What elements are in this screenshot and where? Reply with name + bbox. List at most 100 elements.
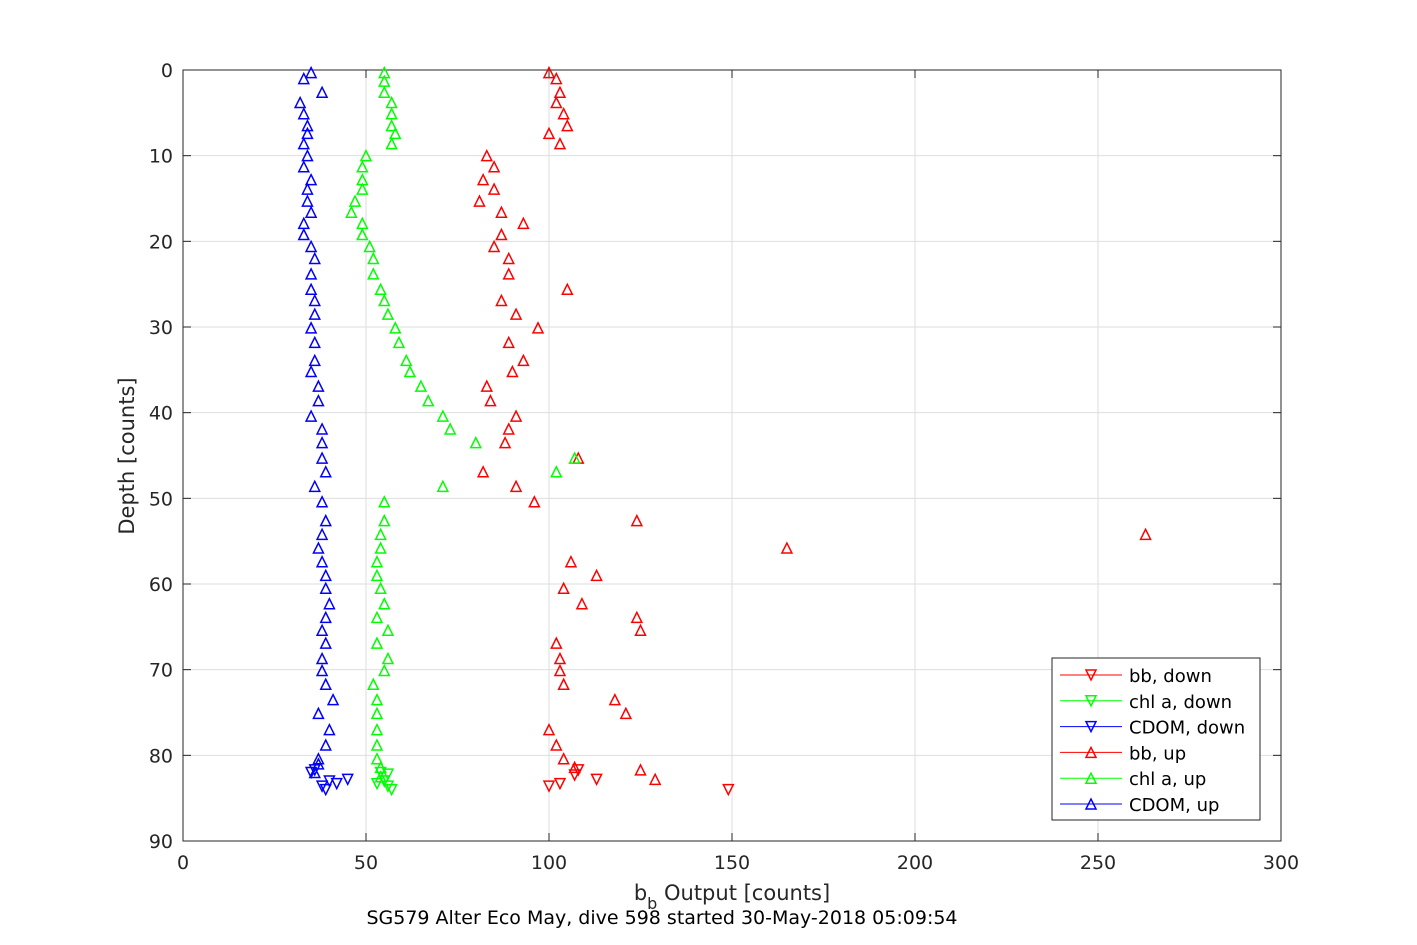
data-point bbox=[356, 160, 369, 173]
data-point bbox=[293, 95, 307, 109]
data-point bbox=[381, 307, 395, 320]
data-point bbox=[495, 293, 508, 307]
y-tick-label: 70 bbox=[149, 660, 173, 682]
data-point bbox=[304, 267, 318, 280]
data-point bbox=[422, 393, 435, 407]
data-point bbox=[378, 597, 391, 610]
data-point bbox=[370, 706, 384, 720]
y-tick-label: 10 bbox=[149, 146, 173, 168]
series-4 bbox=[345, 65, 581, 783]
x-tick-label: 300 bbox=[1263, 852, 1299, 874]
data-point bbox=[312, 393, 325, 407]
data-point bbox=[553, 777, 567, 791]
data-point bbox=[575, 597, 589, 610]
data-point bbox=[564, 555, 578, 568]
legend-marker bbox=[1084, 720, 1098, 734]
data-point bbox=[370, 752, 384, 765]
series-3 bbox=[473, 65, 1152, 786]
data-point bbox=[381, 780, 395, 793]
data-point bbox=[363, 239, 376, 253]
data-point bbox=[484, 393, 497, 407]
data-point bbox=[557, 677, 570, 690]
data-point bbox=[630, 610, 644, 624]
data-point bbox=[297, 107, 310, 120]
data-point bbox=[326, 692, 340, 706]
data-point bbox=[634, 623, 647, 637]
y-axis-label: Depth [counts] bbox=[115, 377, 139, 534]
data-point bbox=[315, 623, 329, 637]
data-point bbox=[312, 757, 325, 770]
data-point bbox=[473, 194, 486, 207]
x-axis-label-rest: Output [counts] bbox=[657, 881, 830, 905]
data-point bbox=[414, 379, 428, 392]
legend: bb, down chl a, down CDOM, down bb, up chl a… bbox=[1051, 657, 1261, 821]
data-point bbox=[502, 335, 515, 349]
data-point bbox=[319, 738, 332, 751]
data-point bbox=[308, 307, 321, 320]
data-point bbox=[550, 71, 563, 85]
data-point bbox=[308, 479, 321, 493]
data-point bbox=[542, 780, 556, 793]
data-point bbox=[436, 479, 450, 493]
x-tick-label: 0 bbox=[177, 852, 189, 874]
chart-subtitle: SG579 Alter Eco May, dive 598 started 30… bbox=[366, 907, 957, 929]
data-point bbox=[385, 119, 398, 132]
data-point bbox=[304, 321, 318, 334]
data-point bbox=[374, 770, 387, 783]
data-point bbox=[315, 663, 329, 677]
series-2 bbox=[304, 764, 354, 797]
data-point bbox=[304, 172, 318, 186]
data-point bbox=[315, 555, 329, 568]
data-point bbox=[312, 706, 325, 720]
data-point bbox=[319, 465, 332, 478]
data-point bbox=[550, 636, 563, 649]
data-point bbox=[568, 760, 581, 774]
data-point bbox=[502, 251, 515, 265]
data-point bbox=[297, 71, 310, 85]
x-axis-label-main: b bbox=[634, 881, 647, 905]
data-point bbox=[550, 465, 563, 478]
data-point bbox=[308, 335, 321, 349]
data-point bbox=[315, 495, 329, 508]
data-point bbox=[561, 282, 574, 296]
data-point bbox=[356, 227, 369, 241]
legend-marker bbox=[1084, 745, 1098, 759]
data-point bbox=[312, 379, 325, 392]
data-point bbox=[315, 780, 329, 793]
data-point bbox=[297, 227, 310, 241]
data-point bbox=[553, 136, 567, 150]
data-point bbox=[542, 65, 556, 79]
data-point bbox=[476, 172, 490, 186]
data-point bbox=[487, 182, 501, 195]
data-point bbox=[469, 435, 483, 449]
data-point bbox=[608, 692, 622, 706]
data-point bbox=[381, 651, 395, 665]
data-point bbox=[648, 772, 662, 786]
data-point bbox=[308, 353, 321, 367]
data-point bbox=[319, 513, 332, 527]
data-point bbox=[374, 541, 387, 554]
data-point bbox=[315, 651, 329, 665]
data-point bbox=[476, 465, 490, 478]
data-point bbox=[557, 752, 570, 765]
data-point bbox=[557, 581, 570, 595]
y-tick-label: 60 bbox=[149, 574, 173, 596]
data-point bbox=[370, 692, 384, 706]
legend-marker bbox=[1084, 695, 1098, 708]
data-point bbox=[367, 677, 380, 690]
data-point bbox=[319, 677, 332, 690]
data-point bbox=[378, 495, 391, 508]
data-point bbox=[308, 765, 321, 779]
x-tick-label: 250 bbox=[1080, 852, 1116, 874]
data-point bbox=[480, 148, 493, 162]
data-point bbox=[572, 764, 585, 777]
series-5 bbox=[293, 65, 340, 779]
data-point bbox=[304, 364, 318, 378]
data-point bbox=[528, 495, 541, 508]
data-point bbox=[304, 282, 318, 296]
data-point bbox=[495, 227, 508, 241]
data-point bbox=[308, 293, 321, 307]
data-point bbox=[308, 251, 321, 265]
data-point bbox=[378, 663, 391, 677]
data-point bbox=[436, 409, 450, 422]
